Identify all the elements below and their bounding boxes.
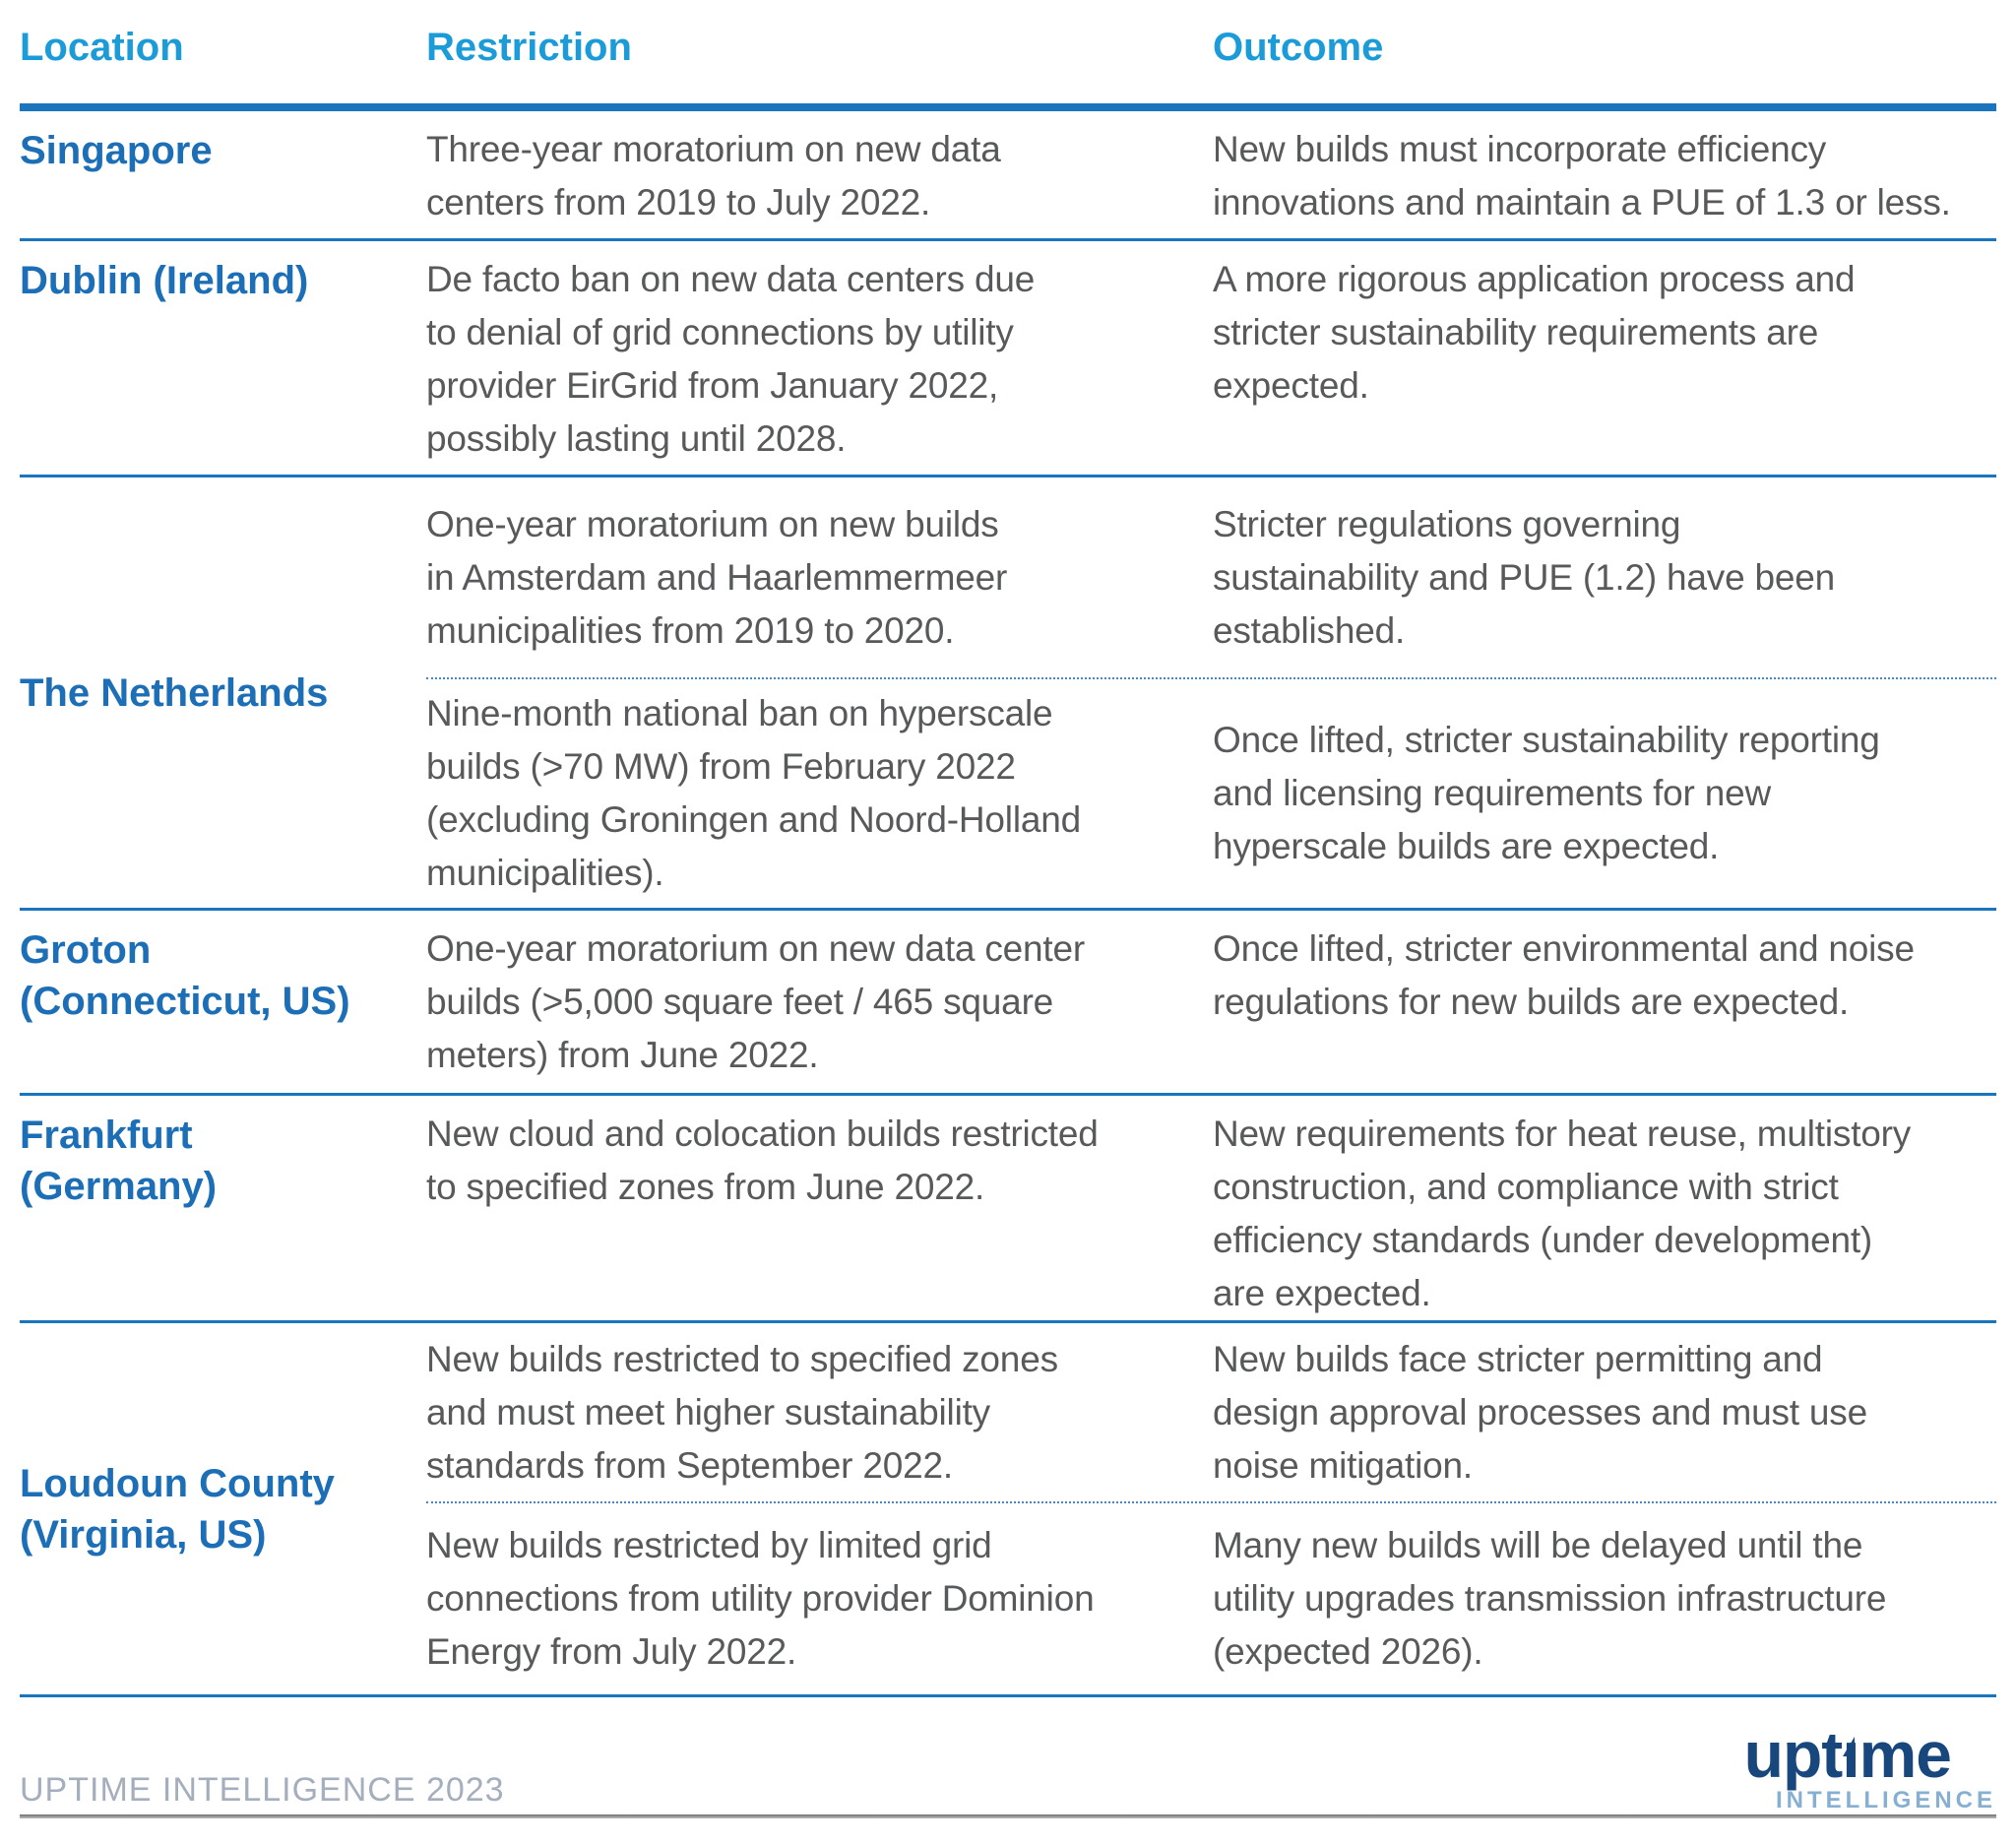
table-subrow: Nine-month national ban on hyperscale bu… (426, 679, 1996, 908)
logo-subtitle: INTELLIGENCE (1775, 1787, 1996, 1813)
uptime-intelligence-logo: uptıme INTELLIGENCE (1744, 1722, 1996, 1814)
location-cell: Singapore (20, 129, 213, 172)
logo-i-tick-icon (1841, 1703, 1857, 1756)
footer-credit: UPTIME INTELLIGENCE 2023 (20, 1771, 505, 1809)
footer-divider (20, 1814, 1996, 1818)
location-cell: Frankfurt (Germany) (20, 1113, 218, 1208)
outcome-cell: Once lifted, stricter sustainability rep… (1213, 720, 1880, 866)
restriction-cell: Nine-month national ban on hyperscale bu… (426, 693, 1081, 893)
location-cell: Dublin (Ireland) (20, 259, 309, 302)
restriction-cell: De facto ban on new data centers due to … (426, 259, 1036, 459)
location-cell: Loudoun County (Virginia, US) (20, 1461, 335, 1557)
table-row-frankfurt: Frankfurt (Germany) New cloud and coloca… (20, 1096, 1996, 1323)
footer: UPTIME INTELLIGENCE 2023 uptıme INTELLIG… (20, 1690, 1996, 1845)
table-row-groton: Groton (Connecticut, US) One-year morato… (20, 911, 1996, 1096)
outcome-cell: New builds must incorporate efficiency i… (1213, 129, 1951, 223)
table-row-singapore: Singapore Three-year moratorium on new d… (20, 111, 1996, 241)
restriction-cell: New builds restricted by limited grid co… (426, 1525, 1095, 1672)
table-subrow: New builds restricted to specified zones… (426, 1323, 1996, 1503)
table-row-dublin: Dublin (Ireland) De facto ban on new dat… (20, 241, 1996, 477)
table-subrow: One-year moratorium on new builds in Ams… (426, 477, 1996, 679)
outcome-cell: A more rigorous application process and … (1213, 259, 1856, 406)
outcome-cell: Many new builds will be delayed until th… (1213, 1525, 1887, 1672)
column-header-outcome: Outcome (1213, 26, 1384, 69)
restriction-cell: One-year moratorium on new builds in Ams… (426, 503, 1008, 651)
column-header-location: Location (20, 26, 184, 69)
restriction-cell: New cloud and colocation builds restrict… (426, 1113, 1099, 1207)
logo-wordmark: uptıme (1744, 1722, 1952, 1787)
outcome-cell: New requirements for heat reuse, multist… (1213, 1113, 1912, 1313)
table-header-row: Location Restriction Outcome (20, 0, 1996, 111)
table-row-loudoun: Loudoun County (Virginia, US) New builds… (20, 1323, 1996, 1697)
location-cell: The Netherlands (20, 670, 329, 715)
restriction-cell: New builds restricted to specified zones… (426, 1338, 1058, 1486)
restriction-cell: Three-year moratorium on new data center… (426, 129, 1001, 223)
outcome-cell: Once lifted, stricter environmental and … (1213, 928, 1915, 1022)
location-cell: Groton (Connecticut, US) (20, 928, 350, 1023)
restriction-cell: One-year moratorium on new data center b… (426, 928, 1086, 1075)
outcome-cell: New builds face stricter permitting and … (1213, 1338, 1867, 1486)
table-row-netherlands: The Netherlands One-year moratorium on n… (20, 477, 1996, 911)
outcome-cell: Stricter regulations governing sustainab… (1213, 503, 1836, 651)
column-header-restriction: Restriction (426, 26, 632, 69)
table-subrow: New builds restricted by limited grid co… (426, 1503, 1996, 1694)
